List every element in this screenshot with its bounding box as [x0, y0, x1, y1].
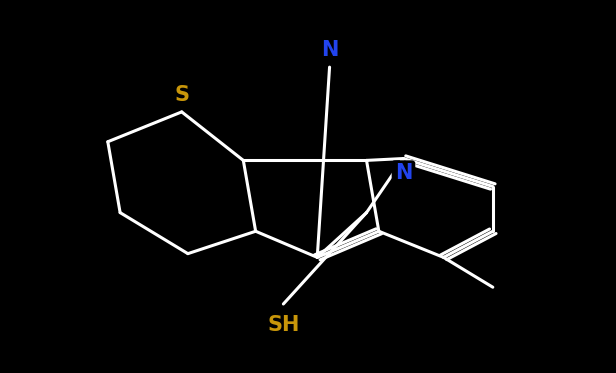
Text: S: S [174, 85, 189, 105]
Text: SH: SH [267, 314, 299, 335]
Text: N: N [395, 163, 412, 184]
Text: N: N [321, 40, 338, 60]
